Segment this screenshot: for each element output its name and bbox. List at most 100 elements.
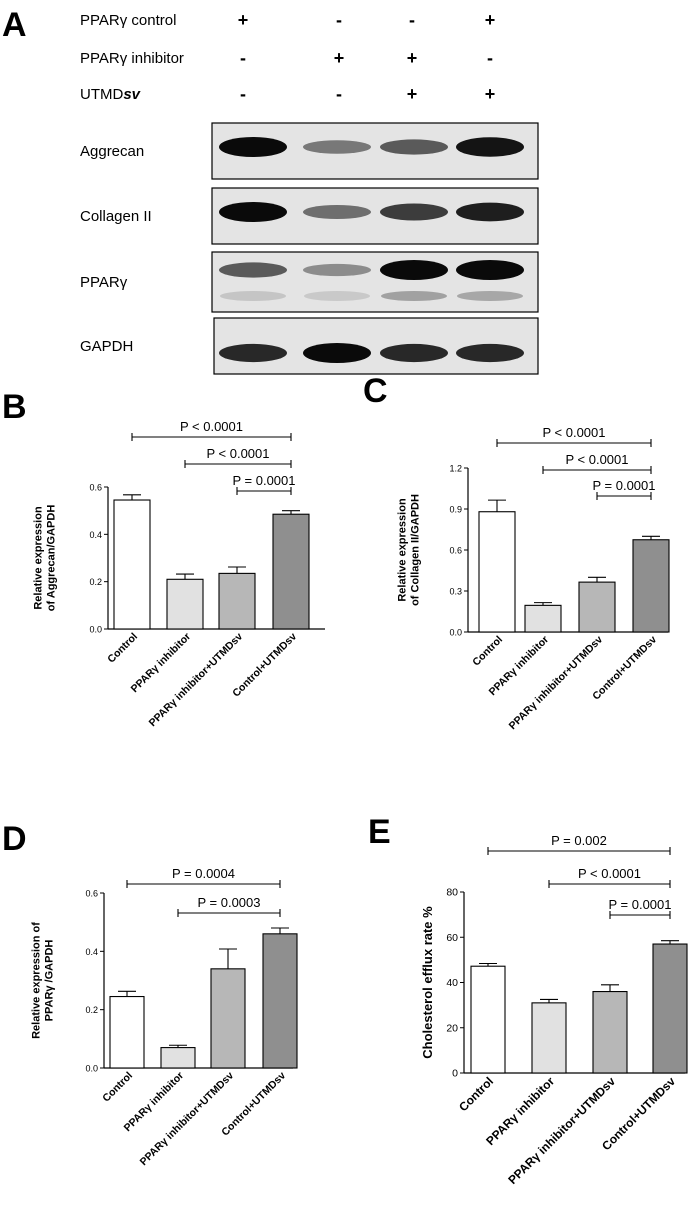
blot-band [456,137,524,157]
y-tick-label: 0 [452,1068,458,1080]
panel-letter-c: C [363,372,388,410]
condition-sign: + [485,10,496,30]
comparison-label: P < 0.0001 [565,452,628,467]
condition-sign: - [240,48,246,68]
blot-band [219,343,287,363]
condition-sign: + [334,48,345,68]
blot-band [220,291,286,301]
condition-sign: + [407,48,418,68]
y-tick-label: 0.6 [85,889,98,899]
x-tick-label: PPARγ inhibitor+UTMDsv [138,1070,237,1169]
blot-band [219,262,287,278]
x-tick-label: Control [100,1070,135,1105]
bar [578,581,616,633]
comparison-label: P = 0.0001 [592,478,655,493]
comparison-label: P = 0.0003 [197,895,260,910]
y-tick-label: 0.4 [85,947,98,957]
y-tick-label: 0.3 [449,587,462,597]
bar [470,965,506,1074]
blot-band [380,139,448,155]
panel-letter-b: B [2,388,27,426]
blot-label: GAPDH [80,338,133,355]
bar [592,990,628,1074]
bar [531,1002,567,1074]
y-tick-label: 0.2 [85,1005,98,1015]
blot-band [457,291,523,301]
condition-label: PPARγ inhibitor [80,50,184,67]
comparison-label: P < 0.0001 [542,425,605,440]
blot-band [219,202,287,222]
comparison-label: P < 0.0001 [180,419,243,434]
y-tick-label: 80 [446,887,458,899]
condition-label: PPARγ control [80,12,176,29]
condition-sign: + [407,84,418,104]
blot-band [456,260,524,280]
y-axis-label: PPARγ /GAPDH [44,940,56,1022]
bar [262,933,298,1069]
y-axis-label: Relative expression [33,506,45,610]
condition-sign: - [336,84,342,104]
comparison-label: P = 0.002 [551,833,607,848]
x-tick-label: Control [470,634,505,669]
panel-letter-a: A [2,6,27,44]
bar [166,578,204,630]
comparison-label: P = 0.0001 [232,473,295,488]
bar [652,943,688,1074]
blot-label: Collagen II [80,208,152,225]
condition-sign: + [238,10,249,30]
condition-label: UTMDsv [80,86,142,103]
chart-e: E 0 20 40 60 80 Cholesterol efflux rate % Contr… [368,813,688,1187]
blot-band [303,343,371,363]
blot-label: Aggrecan [80,143,144,160]
y-tick-label: 40 [446,977,458,989]
comparison-label: P = 0.0004 [172,866,235,881]
y-axis-label: Cholesterol efflux rate % [420,906,435,1059]
bar [210,968,246,1069]
condition-sign: - [409,10,415,30]
panel-a: A PPARγ control + - - + PPARγ inhibitor - + + - UTM… [2,6,539,375]
condition-sign: + [485,84,496,104]
bar [272,513,310,630]
y-tick-label: 0.6 [89,483,102,493]
comparison-label: P < 0.0001 [206,446,269,461]
y-tick-label: 0.9 [449,505,462,515]
bar [113,499,151,630]
blot-band [381,291,447,301]
y-tick-label: 0.6 [449,546,462,556]
y-axis-label: of Collagen II/GAPDH [410,494,422,606]
comparison-label: P = 0.0001 [608,897,671,912]
y-tick-label: 0.0 [449,628,462,638]
bar [478,511,516,633]
blot-band [303,140,371,154]
blot-band [303,205,371,219]
panel-letter-e: E [368,813,391,851]
bar [524,604,562,633]
bar [632,539,670,633]
blot-band [380,203,448,221]
chart-b: B 0.0 0.2 0.4 0.6 Relative expression of Aggre… [2,388,325,729]
blot-label: PPARγ [80,274,128,291]
y-tick-label: 60 [446,932,458,944]
blot-band [456,343,524,363]
x-tick-label: PPARγ inhibitor+UTMDsv [505,1074,618,1187]
condition-sign: - [487,48,493,68]
chart-c: C 0.0 0.3 0.6 0.9 1.2 Relative expression of Co… [363,372,670,733]
y-axis-label: Relative expression [397,498,409,602]
y-tick-label: 0.0 [89,625,102,635]
x-tick-label: PPARγ inhibitor+UTMDsv [507,634,606,733]
y-tick-label: 0.4 [89,530,102,540]
condition-sign: - [336,10,342,30]
y-axis-label: of Aggrecan/GAPDH [46,505,58,612]
x-tick-label: PPARγ inhibitor+UTMDsv [147,631,246,730]
bar [109,995,145,1069]
blot-band [219,137,287,157]
blot-band [380,343,448,363]
y-tick-label: 1.2 [449,464,462,474]
x-tick-label: Control [105,631,140,666]
comparison-label: P < 0.0001 [578,866,641,881]
y-tick-label: 0.2 [89,577,102,587]
blot-band [303,263,371,277]
